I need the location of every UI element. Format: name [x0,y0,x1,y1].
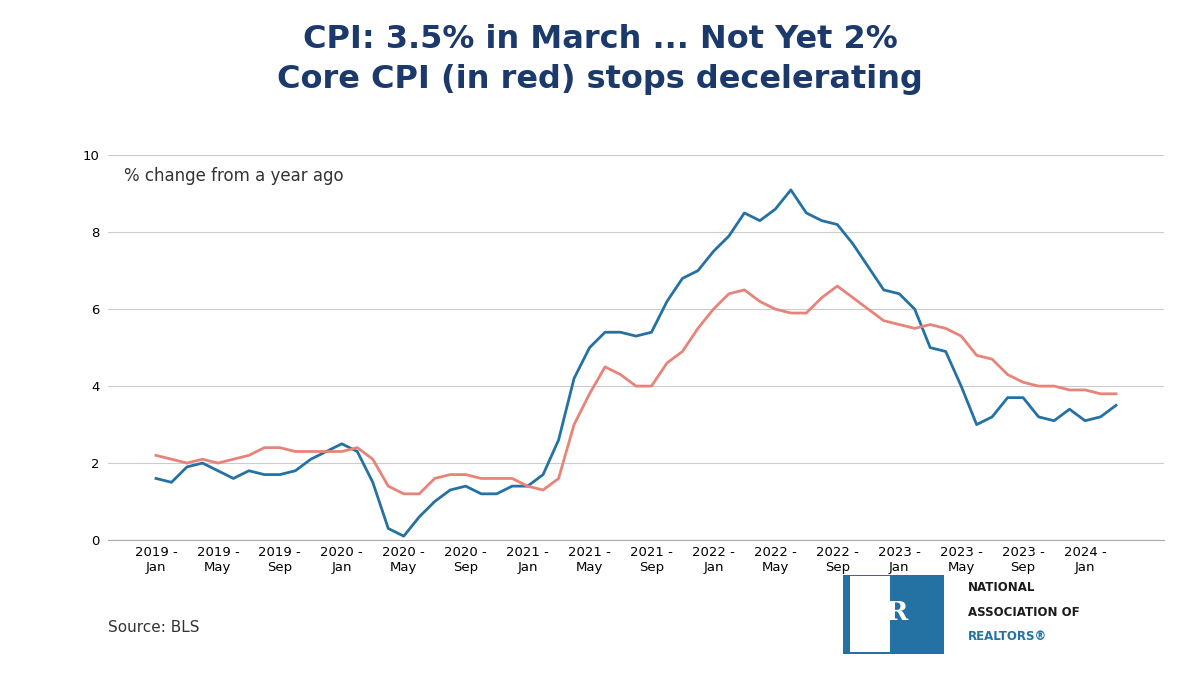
Text: Source: BLS: Source: BLS [108,620,199,634]
Text: IR: IR [875,600,910,625]
Text: ASSOCIATION OF: ASSOCIATION OF [967,606,1079,619]
Text: % change from a year ago: % change from a year ago [124,167,343,185]
Text: Core CPI (in red) stops decelerating: Core CPI (in red) stops decelerating [277,64,923,95]
FancyBboxPatch shape [844,574,944,654]
Text: CPI: 3.5% in March ... Not Yet 2%: CPI: 3.5% in March ... Not Yet 2% [302,24,898,55]
Text: NATIONAL: NATIONAL [967,581,1036,594]
Text: REALTORS®: REALTORS® [967,630,1046,643]
FancyBboxPatch shape [850,576,890,652]
